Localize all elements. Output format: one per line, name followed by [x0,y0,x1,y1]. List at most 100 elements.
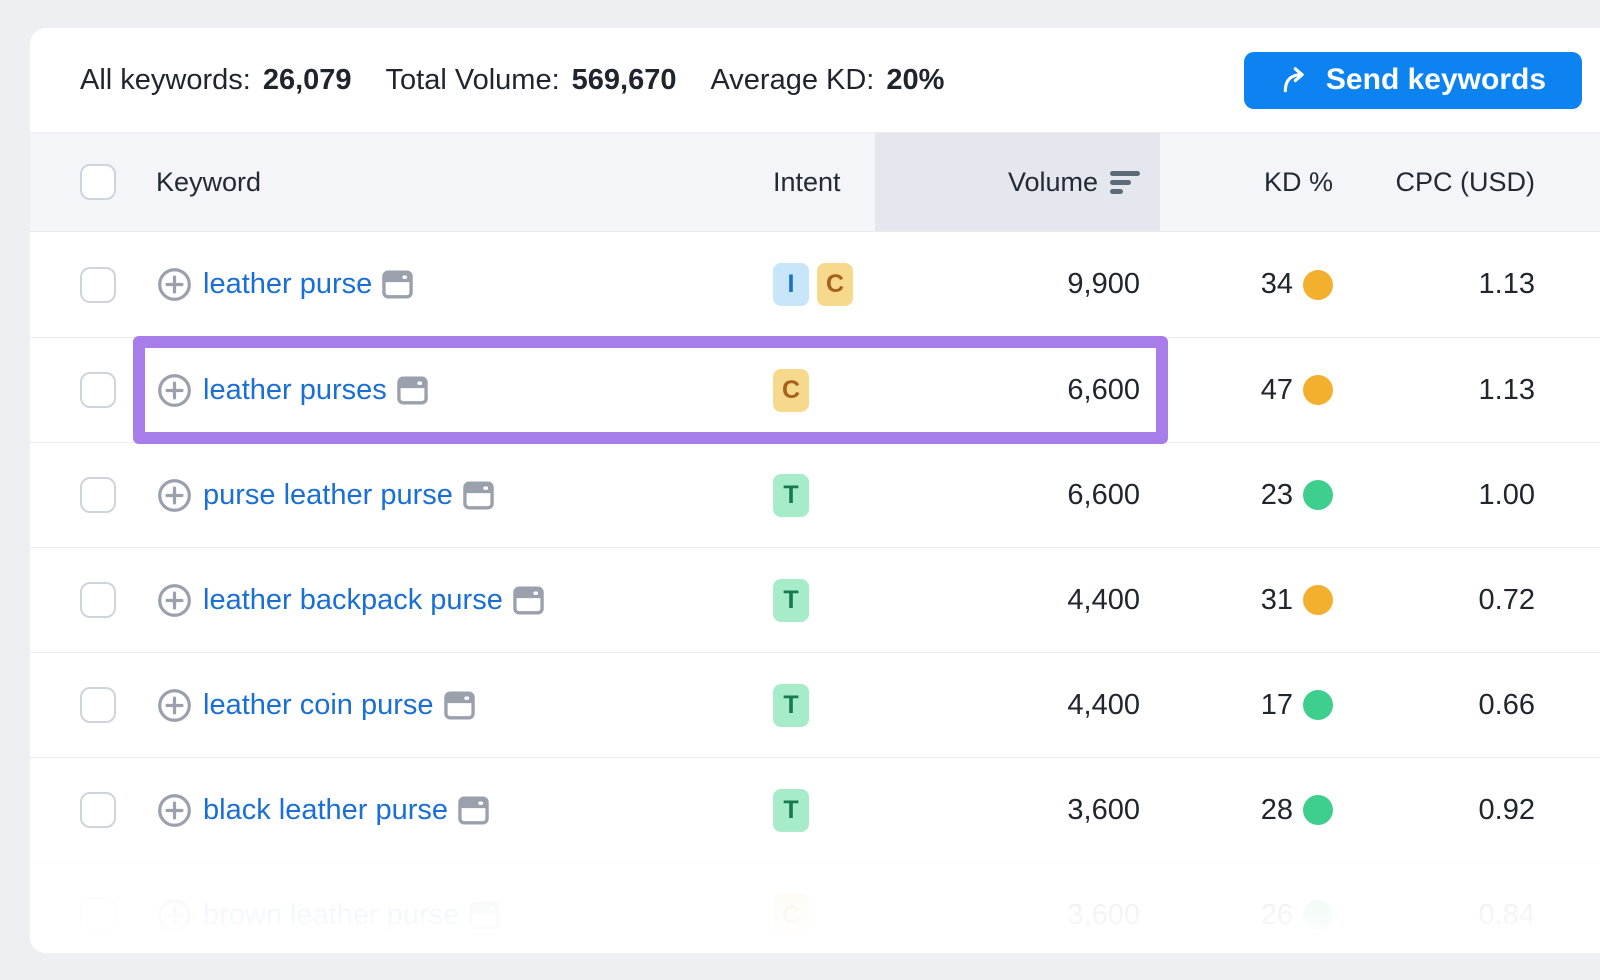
row-checkbox-cell [30,443,156,547]
serp-features-icon[interactable] [469,901,501,930]
column-label-volume: Volume [1007,166,1098,197]
row-checkbox[interactable] [80,372,116,408]
kd-cell: 28 [1160,758,1345,862]
serp-features-icon[interactable] [463,481,494,510]
kd-cell: 17 [1160,653,1345,757]
add-keyword-icon[interactable] [156,266,193,303]
stat-value: 20% [886,63,945,96]
stat-label: All keywords: [80,63,251,96]
kd-value: 31 [1260,583,1293,616]
keyword-link[interactable]: brown leather purse [203,898,460,931]
sort-descending-icon[interactable] [1110,170,1140,194]
intent-cell: C [773,863,875,953]
kd-difficulty-dot [1303,900,1333,930]
kd-cell: 47 [1160,338,1345,442]
stat-label: Average KD: [710,63,875,96]
row-checkbox-cell [30,548,156,652]
column-label-keyword: Keyword [156,166,262,197]
intent-badge-C: C [773,368,809,412]
table-header: Keyword Intent Volume KD % CPC (USD) [30,133,1600,232]
keyword-link[interactable]: black leather purse [203,793,449,826]
keyword-table-card: All keywords: 26,079 Total Volume: 569,6… [30,28,1600,953]
keyword-link[interactable]: leather coin purse [203,688,434,721]
kd-value: 26 [1260,898,1293,931]
kd-value: 47 [1260,373,1293,406]
summary-toolbar: All keywords: 26,079 Total Volume: 569,6… [30,28,1600,133]
add-keyword-icon[interactable] [156,372,193,409]
select-all-checkbox[interactable] [80,164,116,200]
serp-features-icon[interactable] [513,586,544,615]
serp-features-icon[interactable] [458,796,489,825]
intent-badge-I: I [773,263,809,306]
column-header-kd[interactable]: KD % [1160,133,1345,231]
row-checkbox[interactable] [80,477,116,513]
table-row: leather backpack purse T 4,400 31 0.72 [30,547,1600,652]
intent-badge-T: T [773,683,809,727]
column-label-kd: KD % [1263,166,1333,197]
keyword-link[interactable]: purse leather purse [203,478,453,511]
row-checkbox-cell [30,758,156,862]
keyword-link[interactable]: leather purse [203,268,373,300]
stat-label: Total Volume: [385,63,560,96]
keyword-cell: leather backpack purse [156,548,773,652]
intent-cell: T [773,443,875,547]
stat-value: 569,670 [571,63,677,96]
serp-features-icon[interactable] [382,270,414,299]
serp-features-icon[interactable] [443,691,475,720]
intent-cell: T [773,653,875,757]
cpc-value: 0.72 [1478,583,1535,616]
summary-stats: All keywords: 26,079 Total Volume: 569,6… [80,64,944,97]
keyword-cell: leather coin purse [156,653,773,757]
row-checkbox[interactable] [80,582,116,618]
table-row: leather purses C 6,600 47 1.13 [30,337,1600,442]
kd-value: 34 [1260,268,1293,300]
column-label-intent: Intent [773,166,841,197]
stat-value: 26,079 [262,63,352,96]
column-header-intent[interactable]: Intent [773,133,875,231]
row-checkbox[interactable] [80,897,116,933]
kd-cell: 23 [1160,443,1345,547]
kd-difficulty-dot [1303,690,1333,720]
column-header-keyword[interactable]: Keyword [156,133,773,231]
column-label-cpc: CPC (USD) [1395,166,1536,197]
row-checkbox[interactable] [80,687,116,723]
cpc-value: 1.00 [1478,478,1535,511]
send-keywords-button[interactable]: Send keywords [1243,51,1582,109]
keyword-link[interactable]: leather backpack purse [203,583,503,616]
add-keyword-icon[interactable] [156,897,193,934]
kd-value: 28 [1260,793,1293,826]
volume-value: 3,600 [1067,898,1140,931]
kd-difficulty-dot [1303,480,1333,510]
column-header-volume[interactable]: Volume [875,133,1160,231]
row-checkbox-cell [30,338,156,442]
cpc-value: 1.13 [1478,268,1535,300]
intent-cell: C [773,338,875,442]
add-keyword-icon[interactable] [156,792,193,829]
volume-value: 6,600 [1067,373,1140,406]
intent-badge-C: C [773,893,809,937]
add-keyword-icon[interactable] [156,582,193,619]
volume-value: 4,400 [1067,688,1140,721]
add-keyword-icon[interactable] [156,477,193,514]
table-row: black leather purse T 3,600 28 0.92 [30,757,1600,862]
column-header-cpc[interactable]: CPC (USD) [1345,133,1600,231]
select-all-cell [30,133,156,231]
cpc-value: 0.92 [1478,793,1535,826]
row-checkbox[interactable] [80,266,116,303]
row-checkbox[interactable] [80,792,116,828]
serp-features-icon[interactable] [397,376,428,405]
kd-difficulty-dot [1303,269,1333,300]
kd-cell: 31 [1160,548,1345,652]
add-keyword-icon[interactable] [156,687,193,724]
intent-badge-C: C [817,263,853,306]
volume-value: 9,900 [1067,268,1140,300]
volume-value: 6,600 [1067,478,1140,511]
row-checkbox-cell [30,232,156,337]
intent-badge-T: T [773,578,809,622]
kd-difficulty-dot [1303,375,1333,405]
keyword-link[interactable]: leather purses [203,373,387,406]
kd-value: 17 [1260,688,1293,721]
keyword-cell: black leather purse [156,758,773,862]
